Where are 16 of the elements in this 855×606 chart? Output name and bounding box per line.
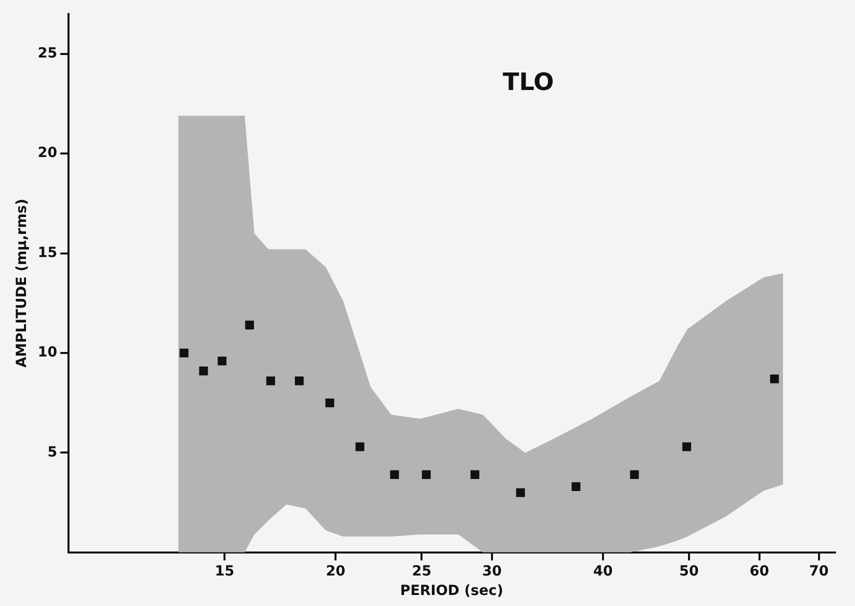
x-tick-label: 70 [809, 563, 829, 580]
y-tick-label: 20 [38, 145, 58, 162]
y-axis-title: AMPLITUDE (mμ,rms) [14, 198, 30, 368]
x-tick-label: 30 [482, 563, 502, 580]
x-tick-label: 25 [412, 563, 432, 580]
y-tick-label: 10 [38, 344, 58, 361]
annotation: TLO [502, 68, 554, 96]
y-tick-label: 25 [38, 46, 58, 62]
x-tick-label: 15 [214, 563, 234, 580]
x-tick-label: 20 [326, 563, 346, 580]
x-tick-label: 50 [679, 563, 700, 580]
y-tick-label: 15 [38, 244, 58, 261]
x-axis-title: PERIOD (sec) [400, 583, 504, 600]
y-tick-label: 5 [48, 444, 58, 460]
x-tick-label: 60 [750, 563, 770, 580]
x-tick-label: 40 [593, 563, 613, 580]
